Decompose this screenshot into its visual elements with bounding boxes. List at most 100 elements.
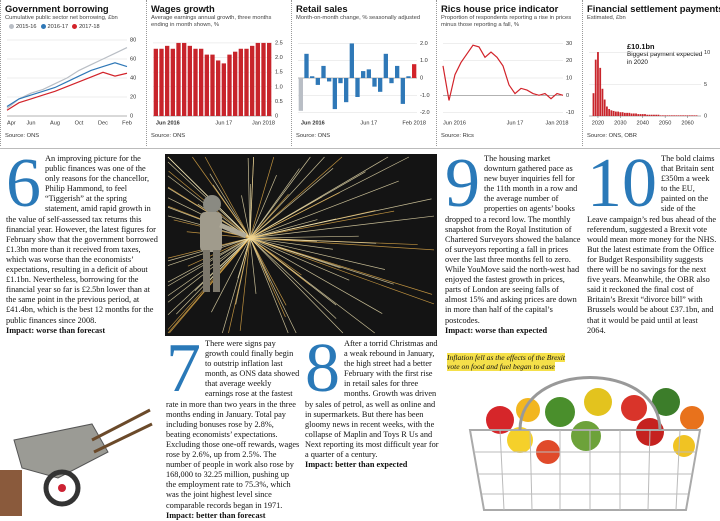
bar [670,115,673,116]
y-tick-label: 20 [130,94,136,100]
y-tick-label: 0 [704,113,707,119]
bar [412,64,417,78]
spark [249,237,435,305]
article-impact: Impact: better than expected [305,460,408,470]
bar [310,76,315,78]
y-tick-label: -10 [566,110,574,116]
spark [249,237,394,285]
y-tick-label: 80 [130,37,136,43]
spark [241,195,251,239]
bar [338,78,343,84]
bar [662,115,664,116]
chart-subtitle: Cumulative public sector net borrowing, … [5,15,118,21]
bar [332,78,337,110]
spark [249,219,318,239]
bar [267,42,272,116]
spark [249,180,399,239]
bar [628,112,631,116]
bar [378,78,383,92]
bar [675,115,678,116]
bar [395,65,400,78]
legend-label: 2016-17 [47,24,69,30]
bar [327,78,332,82]
bar [691,115,693,116]
spark [249,235,359,239]
x-tick-label: Jan 2018 [545,120,568,126]
legend-label: 2015-16 [16,24,37,30]
bar [244,48,249,117]
bar [653,114,655,116]
spark [237,237,251,279]
source: Source: ONS, OBR [587,133,637,139]
spark [204,156,251,239]
article-number: 7 [166,330,201,407]
spark [228,237,251,334]
bar [221,63,226,116]
bar [227,54,232,116]
bar [612,110,615,116]
bar [321,65,326,78]
source: Source: ONS [296,133,331,139]
line-series [6,47,128,109]
bar [355,78,360,97]
bar [673,115,676,116]
bar [170,48,175,117]
article: 10 The bold claims that Britain sent £350… [587,149,717,336]
spark [249,237,435,251]
bar [400,78,405,104]
y-tick-label: 0.5 [275,99,283,105]
bar [682,115,684,116]
bar [361,71,366,78]
spark [249,171,366,239]
bar [315,78,320,85]
bar [349,43,354,78]
x-tick-label: Aug [50,120,60,126]
spark [249,237,337,319]
bar [193,48,198,117]
spark [249,156,343,239]
spark [249,167,334,239]
legend: 2015-16 2016-17 2017-18 [5,24,100,30]
bar [695,115,698,116]
article: 6 An improving picture for the public fin… [6,145,162,336]
chart-panel: Financial settlement payments Estimated,… [582,0,720,146]
spark [249,237,257,294]
spark [249,237,311,286]
bar [210,54,215,116]
bar [153,48,158,117]
article-impact: Impact: better than forecast [166,510,266,520]
y-tick-label: 5 [704,82,707,88]
article-text: There were signs pay growth could finall… [166,339,300,510]
chart-title: Rics house price indicator [441,3,559,14]
y-tick-label: 10 [704,50,710,56]
bar [603,99,606,116]
bar [601,88,604,116]
chart: 0 5 10 2020 2030 2040 2050 2060 [589,50,710,126]
line-series [6,62,128,108]
bar [344,78,349,103]
y-tick-label: 40 [130,75,136,81]
x-tick-label: Jun 17 [507,120,524,126]
legend-swatch [72,24,78,29]
bar [159,48,164,117]
x-tick-label: Jan 2018 [252,120,275,126]
y-tick-label: 0 [275,113,278,119]
spark [249,168,300,239]
article-number: 9 [445,145,480,222]
chart-panel: Rics house price indicator Proportion of… [436,0,582,146]
article-number: 6 [6,145,41,222]
bar [646,114,649,116]
y-tick-label: 0 [130,113,133,119]
chart: 2.0 1.0 0 -1.0 -2.0 Jun 2016 Jun 17 Feb 2018 [298,41,430,126]
chart-panel: Wages growth Average earnings annual gro… [146,0,291,146]
bar [614,111,617,116]
spark [211,237,251,313]
bar [606,106,608,116]
spark [192,156,251,239]
bar [630,113,633,116]
spark [249,237,333,250]
bar [372,78,377,87]
annotation-value: £10.1bn [627,42,655,51]
